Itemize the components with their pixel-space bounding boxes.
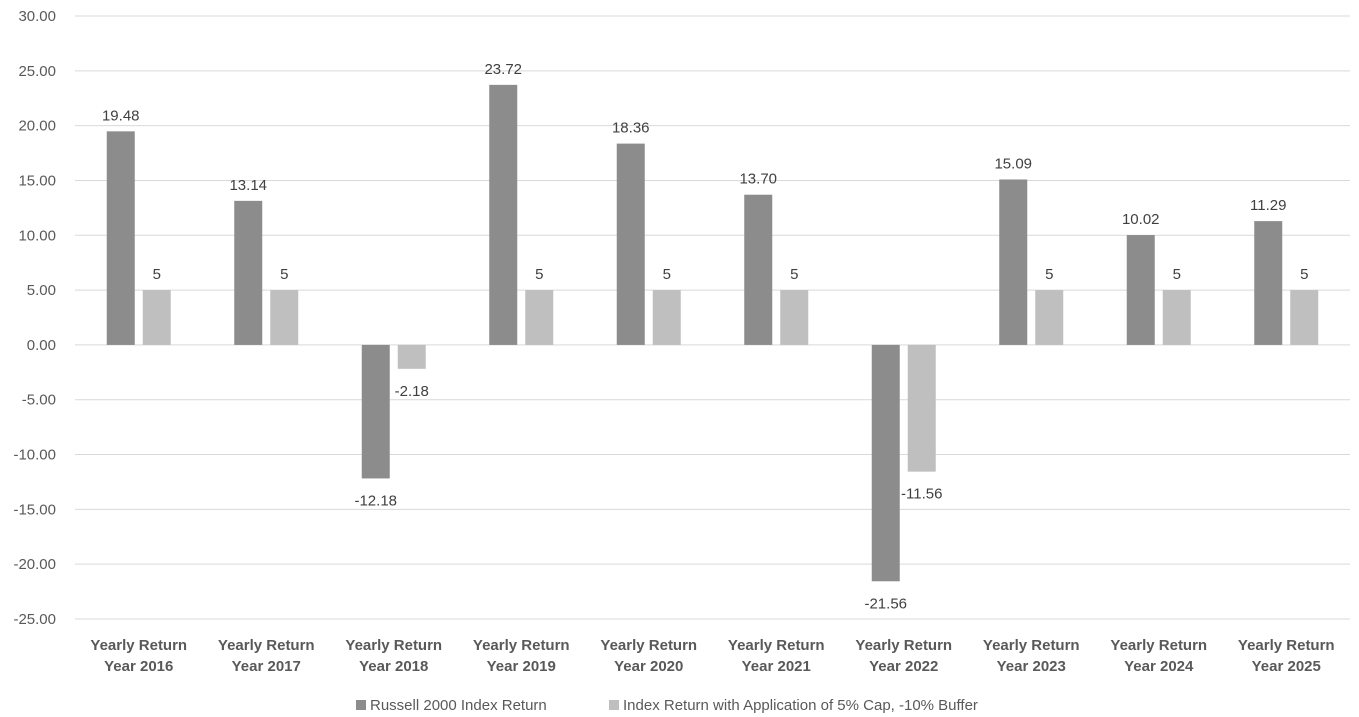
legend-swatch	[609, 700, 619, 710]
x-category-label: Yearly Return Year 2023	[983, 637, 1080, 675]
y-tick-label: 15.00	[18, 172, 56, 189]
capped-bar	[1162, 290, 1191, 345]
capped-data-label: -11.56	[901, 486, 942, 503]
legend-label: Russell 2000 Index Return	[370, 697, 547, 714]
legend-swatch	[356, 700, 366, 710]
capped-data-label: -2.18	[395, 383, 429, 400]
capped-data-label: 5	[1173, 266, 1181, 283]
capped-bar	[142, 290, 171, 345]
y-tick-label: 5.00	[27, 282, 56, 299]
capped-bar	[652, 290, 681, 345]
y-tick-label: -20.00	[13, 556, 56, 573]
bars	[106, 84, 1319, 582]
data-labels: 19.48 5 13.14 5 -12.18 -2.18 23.72 5 18.36 5 13.70…	[102, 61, 1308, 612]
x-category-label: Yearly Return Year 2016	[90, 637, 187, 675]
y-tick-label: 0.00	[27, 337, 56, 354]
russell-data-label: -12.18	[354, 492, 397, 509]
legend: Russell 2000 Index Return Index Return wi…	[356, 697, 978, 714]
capped-bar	[525, 290, 554, 345]
russell-bar	[616, 143, 645, 345]
capped-data-label: 5	[280, 266, 288, 283]
russell-bar	[999, 179, 1028, 345]
capped-bar	[397, 344, 426, 369]
russell-data-label: 18.36	[612, 120, 650, 137]
russell-bar	[744, 194, 773, 345]
x-category-label: Yearly Return Year 2020	[600, 637, 697, 675]
x-category-label: Yearly Return Year 2017	[218, 637, 315, 675]
x-category-label: Yearly Return Year 2022	[855, 637, 952, 675]
russell-data-label: 13.70	[739, 171, 777, 188]
x-category-label: Yearly Return Year 2025	[1238, 637, 1335, 675]
russell-bar	[361, 344, 390, 479]
russell-data-label: 10.02	[1122, 211, 1160, 228]
russell-data-label: 13.14	[229, 177, 267, 194]
x-category-label: Yearly Return Year 2021	[728, 637, 825, 675]
y-tick-label: -10.00	[13, 447, 56, 464]
capped-bar	[1035, 290, 1064, 345]
capped-bar	[1290, 290, 1319, 345]
x-axis-categories: Yearly Return Year 2016 Yearly Return Year …	[90, 637, 1334, 675]
capped-data-label: 5	[1045, 266, 1053, 283]
capped-data-label: 5	[535, 266, 543, 283]
russell-data-label: 23.72	[484, 61, 522, 78]
y-tick-label: 20.00	[18, 118, 56, 135]
capped-data-label: 5	[790, 266, 798, 283]
y-tick-label: 10.00	[18, 227, 56, 244]
capped-bar	[907, 344, 936, 472]
capped-data-label: 5	[663, 266, 671, 283]
russell-data-label: 19.48	[102, 107, 140, 124]
russell-bar	[871, 344, 900, 582]
russell-bar	[234, 200, 263, 345]
russell-bar	[1254, 221, 1283, 345]
capped-bar	[270, 290, 299, 345]
y-tick-label: -15.00	[13, 501, 56, 518]
y-tick-label: -25.00	[13, 611, 56, 628]
russell-data-label: 15.09	[994, 155, 1032, 172]
x-category-label: Yearly Return Year 2019	[473, 637, 570, 675]
legend-label: Index Return with Application of 5% Cap,…	[623, 697, 978, 714]
y-tick-label: -5.00	[22, 392, 56, 409]
x-category-label: Yearly Return Year 2024	[1110, 637, 1207, 675]
x-category-label: Yearly Return Year 2018	[345, 637, 442, 675]
capped-bar	[780, 290, 809, 345]
capped-data-label: 5	[153, 266, 161, 283]
y-tick-label: 25.00	[18, 63, 56, 80]
gridlines	[75, 15, 1350, 620]
y-axis-ticks: 30.00 25.00 20.00 15.00 10.00 5.00 0.00 -5.00 -1…	[13, 8, 56, 628]
y-tick-label: 30.00	[18, 8, 56, 25]
russell-bar	[1126, 235, 1155, 345]
russell-bar	[106, 131, 135, 345]
capped-data-label: 5	[1300, 266, 1308, 283]
russell-bar	[489, 84, 518, 345]
russell-data-label: -21.56	[864, 595, 907, 612]
russell-data-label: 11.29	[1250, 197, 1286, 214]
